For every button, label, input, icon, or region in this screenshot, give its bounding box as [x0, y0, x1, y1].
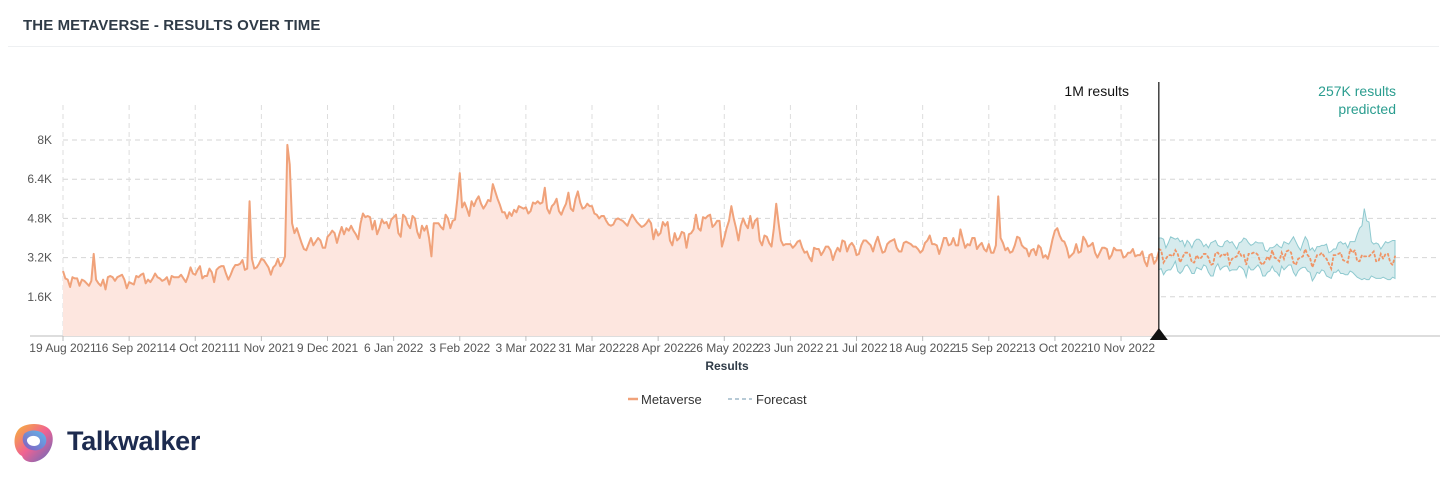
title-divider: [8, 46, 1439, 47]
y-tick-label: 4.8K: [27, 211, 52, 225]
y-tick-label: 6.4K: [27, 172, 52, 186]
chart-title: THE METAVERSE - RESULTS OVER TIME: [23, 17, 321, 34]
y-tick-label: 8K: [37, 133, 52, 147]
x-tick-label: 9 Dec 2021: [297, 341, 359, 355]
talkwalker-logo-icon: [14, 424, 53, 463]
forecast-divider-marker: [1149, 328, 1168, 340]
annotation-total-results: 1M results: [1064, 83, 1129, 99]
line-layer: [62, 82, 1396, 340]
talkwalker-logo: Talkwalker: [10, 420, 220, 468]
x-tick-label: 15 Sep 2022: [955, 341, 1023, 355]
x-tick-label: 3 Feb 2022: [429, 341, 490, 355]
legend-label-metaverse: Metaverse: [641, 392, 702, 407]
x-tick-label: 11 Nov 2021: [228, 341, 295, 355]
legend: Metaverse Forecast: [628, 392, 807, 407]
series-line-forecast: [1157, 246, 1396, 272]
area-layer: [63, 144, 1396, 336]
x-tick-label: 13 Oct 2022: [1022, 341, 1088, 355]
x-tick-label: 14 Oct 2021: [163, 341, 229, 355]
annotation-predicted-label: predicted: [1338, 101, 1396, 117]
annotation-predicted-results: 257K results: [1318, 83, 1396, 99]
x-tick-label: 28 Apr 2022: [626, 341, 691, 355]
x-tick-label: 10 Nov 2022: [1087, 341, 1155, 355]
y-tick-label: 3.2K: [27, 251, 52, 265]
legend-item-forecast[interactable]: Forecast: [728, 392, 807, 407]
x-tick-label: 3 Mar 2022: [496, 341, 557, 355]
x-tick-label: 19 Aug 2021: [29, 341, 97, 355]
forecast-confidence-band: [1158, 208, 1396, 283]
x-axis-label: Results: [705, 359, 749, 373]
x-tick-label: 26 May 2022: [690, 341, 760, 355]
brand-name: Talkwalker: [67, 426, 201, 456]
legend-item-metaverse[interactable]: Metaverse: [628, 392, 702, 407]
x-tick-label: 21 Jul 2022: [826, 341, 888, 355]
metaverse-area: [63, 144, 1159, 336]
x-tick-label: 31 Mar 2022: [558, 341, 626, 355]
x-tick-label: 16 Sep 2021: [95, 341, 163, 355]
series-line-metaverse: [62, 143, 1160, 291]
legend-label-forecast: Forecast: [756, 392, 807, 407]
x-tick-label: 18 Aug 2022: [889, 341, 957, 355]
x-tick-label: 23 Jun 2022: [757, 341, 823, 355]
x-tick-label: 6 Jan 2022: [364, 341, 424, 355]
y-tick-label: 1.6K: [27, 290, 52, 304]
